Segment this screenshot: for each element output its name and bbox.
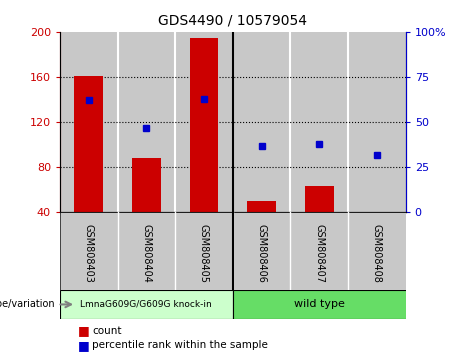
Bar [233, 290, 434, 319]
Bar [233, 32, 290, 212]
Bar [348, 32, 406, 212]
Bar [74, 76, 103, 212]
Text: GSM808405: GSM808405 [199, 224, 209, 283]
Text: GSM808408: GSM808408 [372, 224, 382, 283]
Bar [247, 201, 276, 212]
Title: GDS4490 / 10579054: GDS4490 / 10579054 [158, 14, 307, 28]
Bar [60, 32, 118, 212]
Bar [189, 38, 219, 212]
Bar [175, 32, 233, 212]
Bar [132, 158, 161, 212]
Bar [290, 32, 348, 212]
Bar [118, 32, 175, 212]
Text: genotype/variation: genotype/variation [0, 299, 55, 309]
Text: LmnaG609G/G609G knock-in: LmnaG609G/G609G knock-in [81, 300, 212, 309]
Text: GSM808404: GSM808404 [142, 224, 151, 283]
Text: percentile rank within the sample: percentile rank within the sample [92, 340, 268, 350]
Text: ■: ■ [78, 325, 90, 337]
Text: GSM808406: GSM808406 [257, 224, 266, 283]
Bar [305, 187, 334, 212]
Bar [60, 290, 233, 319]
Text: ■: ■ [78, 339, 90, 352]
Text: GSM808407: GSM808407 [314, 224, 324, 283]
Text: count: count [92, 326, 122, 336]
Text: wild type: wild type [294, 299, 345, 309]
Text: GSM808403: GSM808403 [84, 224, 94, 283]
